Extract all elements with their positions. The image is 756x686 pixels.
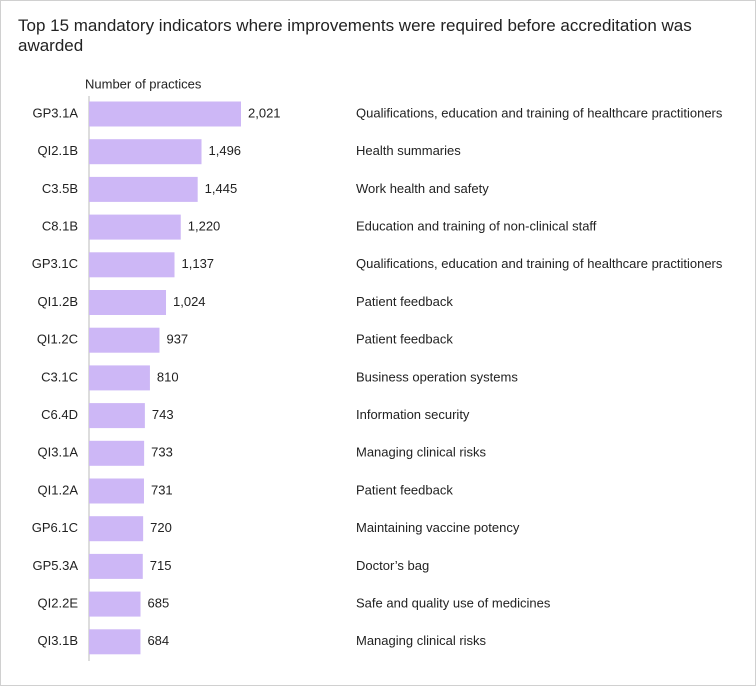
value-label: 1,445 xyxy=(205,181,238,196)
category-label: QI1.2C xyxy=(37,332,78,347)
bar xyxy=(89,176,198,202)
value-label: 1,496 xyxy=(209,143,242,158)
value-label: 685 xyxy=(148,596,170,611)
bar xyxy=(89,403,145,429)
value-label: 720 xyxy=(150,520,172,535)
category-label: C3.5B xyxy=(42,181,78,196)
description: Managing clinical risks xyxy=(356,445,487,460)
bar xyxy=(89,629,141,655)
axis-label: Number of practices xyxy=(85,76,202,91)
value-label: 810 xyxy=(157,369,179,384)
category-label: QI3.1B xyxy=(38,633,78,648)
bar xyxy=(89,214,181,240)
bar xyxy=(89,553,143,579)
bar xyxy=(89,290,167,315)
description: Business operation systems xyxy=(356,369,518,384)
description: Patient feedback xyxy=(356,482,453,497)
category-label: C3.1C xyxy=(41,369,78,384)
category-label: GP3.1A xyxy=(32,105,78,120)
description: Qualifications, education and training o… xyxy=(356,256,723,271)
bar xyxy=(89,252,175,278)
value-label: 1,024 xyxy=(173,294,206,309)
value-label: 1,220 xyxy=(188,219,221,234)
value-label: 715 xyxy=(150,558,172,573)
description: Maintaining vaccine potency xyxy=(356,520,520,535)
category-label: QI1.2A xyxy=(38,482,79,497)
bar xyxy=(89,440,145,466)
category-label: QI1.2B xyxy=(38,294,78,309)
category-label: GP3.1C xyxy=(32,256,78,271)
value-label: 684 xyxy=(147,633,169,648)
category-label: GP6.1C xyxy=(32,520,78,535)
value-label: 1,137 xyxy=(182,256,215,271)
category-label: QI2.2E xyxy=(38,596,79,611)
category-label: QI2.1B xyxy=(38,143,78,158)
value-label: 731 xyxy=(151,482,173,497)
description: Doctor’s bag xyxy=(356,558,429,573)
bar xyxy=(89,327,160,353)
description: Health summaries xyxy=(356,143,461,158)
bar xyxy=(89,139,202,165)
description: Education and training of non-clinical s… xyxy=(356,219,597,234)
category-label: C6.4D xyxy=(41,407,78,422)
bar xyxy=(89,101,241,127)
bar xyxy=(89,365,150,391)
value-label: 937 xyxy=(166,332,188,347)
category-label: GP5.3A xyxy=(32,558,78,573)
bar xyxy=(89,591,141,617)
description: Information security xyxy=(356,407,470,422)
value-label: 743 xyxy=(152,407,174,422)
value-label: 2,021 xyxy=(248,105,281,120)
description: Managing clinical risks xyxy=(356,633,487,648)
description: Safe and quality use of medicines xyxy=(356,596,551,611)
category-label: C8.1B xyxy=(42,219,78,234)
description: Patient feedback xyxy=(356,332,453,347)
description: Qualifications, education and training o… xyxy=(356,105,723,120)
value-label: 733 xyxy=(151,445,173,460)
bar xyxy=(89,516,144,542)
description: Patient feedback xyxy=(356,294,453,309)
bar xyxy=(89,478,144,504)
category-label: QI3.1A xyxy=(38,445,79,460)
description: Work health and safety xyxy=(356,181,489,196)
chart-title: Top 15 mandatory indicators where improv… xyxy=(18,16,692,55)
